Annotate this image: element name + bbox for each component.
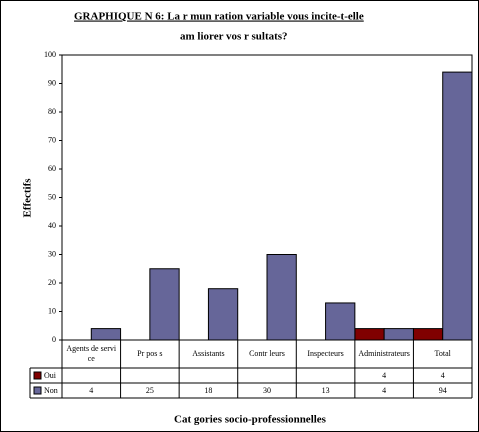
data-table-value: 4 [382, 371, 386, 380]
category-label: Assistants [192, 349, 225, 358]
legend-swatch [33, 371, 42, 380]
data-table-value: 13 [322, 386, 330, 395]
y-tick-label: 10 [48, 306, 56, 315]
y-tick-label: 20 [48, 278, 56, 287]
y-tick-label: 80 [48, 107, 56, 116]
y-tick-label: 0 [52, 335, 56, 344]
data-table-value: 30 [263, 386, 271, 395]
legend-swatch [33, 386, 42, 395]
bar [325, 302, 356, 341]
bar [412, 328, 444, 341]
bar [90, 328, 122, 341]
y-tick-label: 90 [48, 78, 56, 87]
x-axis-label: Cat gories socio-professionnelles [174, 414, 327, 426]
data-table-value: 25 [146, 386, 154, 395]
chart-title: am liorer vos r sultats? [180, 31, 288, 43]
data-table-value: 4 [441, 371, 445, 380]
data-table-value: 4 [382, 386, 386, 395]
bar [266, 254, 297, 341]
y-axis-label: Effectifs [22, 178, 34, 218]
bar [442, 71, 473, 341]
y-tick-label: 100 [44, 50, 56, 59]
bar [383, 328, 414, 341]
category-label: Contr leurs [249, 349, 285, 358]
bar [149, 268, 180, 341]
legend-label: Non [44, 386, 58, 395]
y-tick-label: 40 [48, 221, 56, 230]
chart-title: GRAPHIQUE N 6: La r mun ration variable … [74, 11, 364, 23]
data-table-value: 4 [89, 386, 93, 395]
bar [354, 328, 385, 341]
category-label: Administrateurs [358, 349, 410, 358]
category-label: Agents de service [66, 344, 117, 363]
y-tick-label: 50 [48, 192, 56, 201]
bar [207, 288, 239, 341]
y-tick-label: 70 [48, 135, 56, 144]
legend-label: Oui [44, 371, 57, 380]
data-table-value: 18 [204, 386, 212, 395]
y-tick-label: 60 [48, 164, 56, 173]
category-label: Total [434, 349, 451, 358]
category-label: Pr pos s [137, 349, 163, 358]
y-tick-label: 30 [48, 249, 56, 258]
category-label: Inspecteurs [307, 349, 344, 358]
data-table-value: 94 [439, 386, 447, 395]
